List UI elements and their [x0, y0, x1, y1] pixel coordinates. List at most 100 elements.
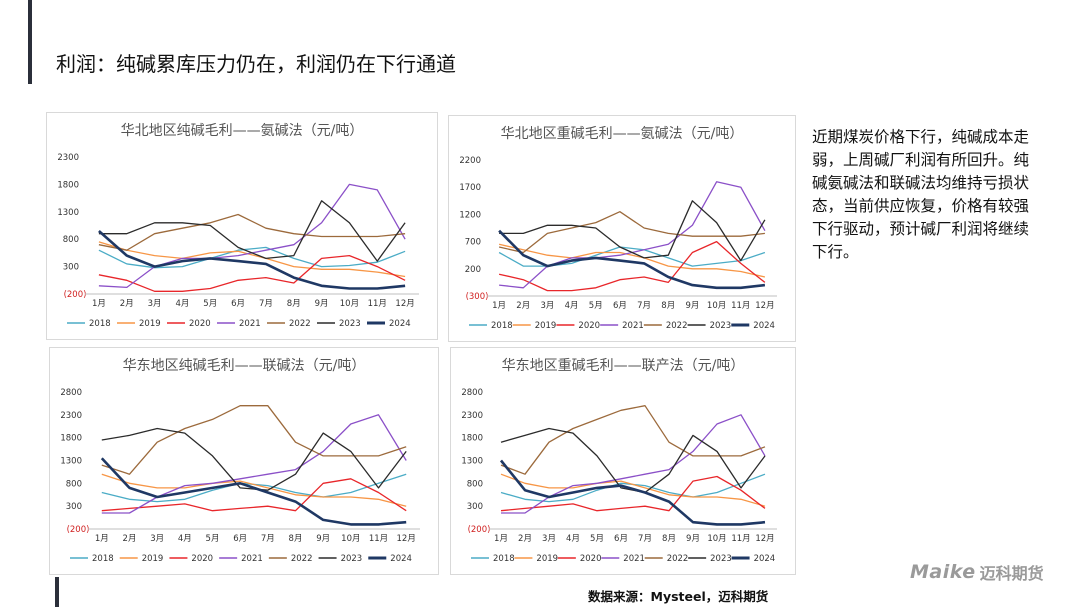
- chart-east-soda-joint: 华东地区纯碱毛利——联碱法（元/吨） 2800 2300 1800 1300 800 300…: [49, 347, 439, 575]
- series-line-2020: [500, 475, 766, 512]
- series-line-2021: [101, 414, 407, 514]
- series-line-2022: [98, 213, 406, 251]
- series-line-2020: [98, 254, 406, 292]
- y-tick-label: 2300: [461, 411, 483, 421]
- legend-label-2021: 2021: [623, 554, 645, 564]
- chart-north-dense-ammonia: 华北地区重碱毛利——氨碱法（元/吨） 2200 1700 1200 700 200 (300…: [448, 115, 796, 342]
- y-tick-label: 2300: [57, 153, 79, 163]
- series-line-2024: [498, 229, 766, 290]
- chart-east-dense-joint: 华东地区重碱毛利——联产法（元/吨） 2800 2300 1800 1300 800 300…: [450, 347, 796, 575]
- chart-title: 华东地区重碱毛利——联产法（元/吨）: [502, 358, 745, 374]
- x-tick-label: 3月: [150, 534, 164, 544]
- y-tick-label: 2300: [60, 411, 82, 421]
- x-tick-label: 9月: [316, 534, 330, 544]
- y-tick-label: 1800: [461, 434, 483, 444]
- x-tick-label: 8月: [662, 534, 676, 544]
- chart-svg: 华东地区重碱毛利——联产法（元/吨） 2800 2300 1800 1300 800 300…: [461, 358, 777, 564]
- y-tick-label: 1200: [459, 210, 481, 220]
- x-tick-label: 9月: [315, 299, 329, 309]
- y-tick-label: 800: [467, 479, 483, 489]
- series-line-2024: [499, 459, 766, 526]
- chart-svg: 华东地区纯碱毛利——联碱法（元/吨） 2800 2300 1800 1300 800 300…: [60, 358, 420, 564]
- x-tick-label: 4月: [175, 299, 189, 309]
- y-tick-label: 800: [66, 479, 82, 489]
- legend-label-2020: 2020: [580, 554, 602, 564]
- legend-label-2022: 2022: [289, 319, 311, 329]
- y-tick-label: 300: [66, 502, 82, 512]
- y-tick-label: 200: [465, 265, 481, 275]
- series-line-2020: [101, 478, 407, 512]
- legend-label-2020: 2020: [191, 554, 213, 564]
- series-line-2018: [98, 246, 406, 269]
- x-tick-label: 4月: [565, 301, 579, 311]
- series-line-2023: [500, 427, 766, 494]
- page-title: 利润：纯碱累库压力仍在，利润仍在下行通道: [56, 52, 456, 76]
- x-tick-label: 8月: [661, 301, 675, 311]
- series-line-2018: [498, 246, 766, 267]
- x-tick-label: 1月: [92, 299, 106, 309]
- series-line-2022: [498, 211, 765, 254]
- data-source: 数据来源：Mysteel，迈科期货: [588, 589, 769, 604]
- x-tick-label: 1月: [494, 534, 508, 544]
- y-tick-label: (300): [466, 292, 489, 302]
- y-tick-label: 1300: [461, 457, 483, 467]
- legend-label-2022: 2022: [291, 554, 313, 564]
- x-tick-label: 1月: [492, 301, 506, 311]
- x-tick-label: 6月: [613, 301, 627, 311]
- chart-title: 华北地区纯碱毛利——氨碱法（元/吨）: [121, 123, 364, 139]
- y-tick-label: 1700: [459, 183, 481, 193]
- logo-name: 迈科期货: [979, 564, 1044, 583]
- legend-label-2020: 2020: [189, 319, 211, 329]
- x-tick-label: 5月: [203, 299, 217, 309]
- series-line-2023: [98, 200, 406, 262]
- x-tick-label: 3月: [148, 299, 162, 309]
- x-tick-label: 9月: [686, 534, 700, 544]
- y-tick-label: (200): [468, 525, 491, 535]
- legend-label-2023: 2023: [341, 554, 363, 564]
- series-line-2020: [498, 240, 766, 292]
- legend-label-2024: 2024: [754, 554, 776, 564]
- legend-label-2019: 2019: [139, 319, 161, 329]
- x-tick-label: 4月: [566, 534, 580, 544]
- accent-bar-top: [28, 0, 32, 84]
- legend-label-2023: 2023: [339, 319, 361, 329]
- y-tick-label: 1300: [57, 208, 79, 218]
- series-line-2024: [98, 230, 406, 290]
- legend-label-2022: 2022: [666, 321, 688, 331]
- y-tick-label: 1800: [57, 180, 79, 190]
- legend-label-2019: 2019: [142, 554, 164, 564]
- legend-label-2024: 2024: [390, 554, 412, 564]
- commentary-text: 近期煤炭价格下行，纯碱成本走弱，上周碱厂利润有所回升。纯碱氨碱法和联碱法均维持亏…: [812, 128, 1030, 261]
- legend-label-2018: 2018: [89, 319, 111, 329]
- x-tick-label: 6月: [233, 534, 247, 544]
- y-tick-label: (200): [67, 525, 90, 535]
- x-tick-label: 2月: [516, 301, 530, 311]
- chart-svg: 华北地区纯碱毛利——氨碱法（元/吨） 2300 1800 1300 800 300 (200…: [57, 123, 419, 329]
- chart-title: 华北地区重碱毛利——氨碱法（元/吨）: [501, 126, 744, 142]
- series-line-2024: [100, 457, 407, 526]
- logo-mark: Maike: [910, 561, 976, 583]
- x-tick-label: 7月: [259, 299, 273, 309]
- series-line-2021: [501, 414, 766, 514]
- x-tick-label: 2月: [120, 299, 134, 309]
- series-line-2022: [101, 405, 407, 475]
- x-tick-label: 12月: [755, 534, 774, 544]
- x-tick-label: 10月: [341, 534, 360, 544]
- x-tick-label: 10月: [340, 299, 359, 309]
- x-tick-label: 8月: [289, 534, 303, 544]
- legend-label-2018: 2018: [92, 554, 114, 564]
- x-tick-label: 7月: [261, 534, 275, 544]
- x-tick-label: 12月: [755, 301, 774, 311]
- series-line-2022: [500, 405, 766, 475]
- legend-label-2022: 2022: [667, 554, 689, 564]
- accent-bar-bottom: [55, 577, 59, 607]
- chart-svg: 华北地区重碱毛利——氨碱法（元/吨） 2200 1700 1200 700 200 (300…: [459, 126, 777, 331]
- x-tick-label: 1月: [95, 534, 109, 544]
- legend-label-2020: 2020: [578, 321, 600, 331]
- y-tick-label: 2200: [459, 156, 481, 166]
- x-tick-label: 12月: [395, 299, 414, 309]
- series-line-2023: [101, 427, 407, 491]
- x-tick-label: 3月: [540, 301, 554, 311]
- x-tick-label: 3月: [542, 534, 556, 544]
- chart-north-soda-ammonia: 华北地区纯碱毛利——氨碱法（元/吨） 2300 1800 1300 800 300 (200…: [46, 112, 438, 340]
